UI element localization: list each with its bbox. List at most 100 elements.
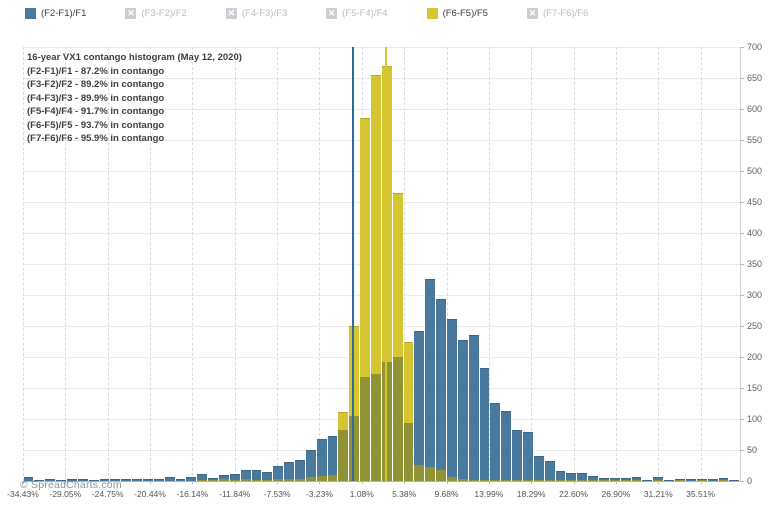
- x-axis-tick: [234, 481, 236, 484]
- bar-segment-blue: [110, 478, 121, 481]
- bar-segment-blue: [208, 477, 218, 480]
- y-axis-tick-label: 600: [747, 104, 763, 114]
- h-gridline: [23, 46, 740, 48]
- bar-segment-yellow: [360, 118, 370, 378]
- bar-segment-blue: [294, 459, 305, 479]
- v-gridline: [531, 47, 533, 481]
- bar-segment-overlap: [599, 480, 609, 481]
- x-axis-tick: [23, 481, 24, 484]
- bar-segment-overlap: [544, 480, 555, 481]
- chart-title: 16-year VX1 contango histogram (May 12, …: [27, 52, 242, 63]
- bar-segment-blue: [316, 438, 327, 477]
- x-axis-tick-label: 13.99%: [474, 489, 504, 499]
- bar-segment-overlap: [240, 479, 251, 481]
- histogram-bin: [240, 47, 251, 481]
- bar-segment-blue: [425, 278, 436, 467]
- bar-segment-blue: [66, 479, 77, 481]
- bar-segment-overlap: [468, 479, 479, 481]
- bar-segment-blue: [479, 367, 490, 480]
- bar-segment-blue: [599, 477, 609, 480]
- legend: (F2-F1)/F1 ✕ (F3-F2)/F2 ✕ (F4-F3)/F3 ✕ (F5-F4)…: [25, 8, 588, 19]
- y-axis-tick: [740, 202, 744, 203]
- histogram-bin: [631, 47, 642, 481]
- bar-segment-overlap: [305, 477, 316, 481]
- histogram-bin: [273, 47, 284, 481]
- bar-segment-blue: [229, 473, 240, 480]
- histogram-bin: [490, 47, 501, 481]
- v-gridline: [23, 47, 24, 481]
- y-axis-tick: [740, 481, 744, 482]
- legend-item-f7f6f6[interactable]: ✕ (F7-F6)/F6: [526, 8, 588, 19]
- bar-segment-blue: [523, 432, 533, 480]
- histogram-bin: [414, 47, 425, 481]
- x-axis-tick-label: 26.90%: [601, 489, 631, 499]
- histogram-bin: [609, 47, 620, 481]
- h-gridline: [23, 356, 740, 358]
- bar-segment-blue: [631, 476, 642, 480]
- histogram-bin: [392, 47, 403, 481]
- x-axis-tick-label: 1.08%: [349, 489, 374, 499]
- annotation-block: 16-year VX1 contango histogram (May 12, …: [27, 51, 242, 146]
- bar-segment-overlap: [533, 480, 544, 481]
- v-gridline: [319, 47, 321, 481]
- histogram-bin: [566, 47, 577, 481]
- h-gridline: [23, 139, 740, 141]
- contango-stat-line: (F6-F5)/F5 - 93.7% in contango: [27, 119, 165, 131]
- legend-item-f4f3f3[interactable]: ✕ (F4-F3)/F3: [225, 8, 287, 19]
- bar-segment-overlap: [349, 415, 360, 481]
- histogram-bin: [251, 47, 262, 481]
- x-axis-tick-label: -11.84%: [219, 489, 251, 499]
- bar-segment-blue: [175, 479, 186, 481]
- bar-segment-blue: [447, 319, 457, 478]
- histogram-bin: [544, 47, 555, 481]
- histogram-bin: [371, 47, 382, 481]
- y-axis-tick-label: 150: [747, 383, 763, 393]
- x-axis-tick-label: 31.21%: [643, 489, 673, 499]
- current-(F2-F1)/F1-marker-line: [352, 47, 355, 481]
- x-axis-tick: [65, 481, 67, 484]
- v-gridline: [107, 47, 109, 481]
- histogram-bin: [316, 47, 327, 481]
- v-gridline: [234, 47, 236, 481]
- histogram-bin: [175, 47, 186, 481]
- y-axis-tick: [740, 295, 744, 296]
- histogram-bin: [664, 47, 675, 481]
- bar-segment-blue: [707, 479, 718, 481]
- contango-stat-line: (F4-F3)/F3 - 89.9% in contango: [27, 92, 165, 104]
- bar-segment-blue: [653, 476, 664, 480]
- legend-label: (F3-F2)/F2: [141, 8, 187, 19]
- bar-segment-overlap: [501, 480, 512, 481]
- bar-segment-overlap: [425, 466, 436, 481]
- y-axis-tick-label: 0: [747, 476, 753, 486]
- bar-segment-blue: [533, 455, 544, 480]
- y-axis-tick-label: 550: [747, 135, 763, 145]
- histogram-bin: [110, 47, 121, 481]
- legend-item-f6f5f5[interactable]: (F6-F5)/F5: [426, 8, 488, 19]
- bar-segment-overlap: [436, 470, 447, 481]
- bar-segment-overlap: [588, 480, 599, 481]
- legend-item-f3f2f2[interactable]: ✕ (F3-F2)/F2: [125, 8, 187, 19]
- h-gridline: [23, 232, 740, 234]
- bar-segment-overlap: [284, 479, 294, 481]
- bar-segment-overlap: [327, 474, 338, 481]
- x-axis-tick: [573, 481, 575, 484]
- legend-item-f5f4f4[interactable]: ✕ (F5-F4)/F4: [326, 8, 388, 19]
- histogram-bin: [403, 47, 414, 481]
- v-gridline: [446, 47, 448, 481]
- bar-segment-overlap: [338, 429, 349, 481]
- bar-segment-blue: [142, 479, 153, 481]
- histogram-bin: [468, 47, 479, 481]
- legend-item-f2f1f1[interactable]: (F2-F1)/F1: [25, 8, 86, 19]
- histogram-bin: [153, 47, 164, 481]
- bar-segment-overlap: [360, 377, 370, 481]
- x-axis-tick-label: -3.23%: [305, 489, 333, 499]
- histogram-bin: [718, 47, 729, 481]
- histogram-bin: [56, 47, 67, 481]
- y-axis-tick: [740, 78, 744, 79]
- x-axis-tick-label: -20.44%: [134, 489, 166, 499]
- bar-segment-overlap: [566, 480, 577, 481]
- x-axis-tick-label: 5.38%: [392, 489, 417, 499]
- bar-segment-blue: [414, 330, 425, 465]
- v-gridline: [658, 47, 660, 481]
